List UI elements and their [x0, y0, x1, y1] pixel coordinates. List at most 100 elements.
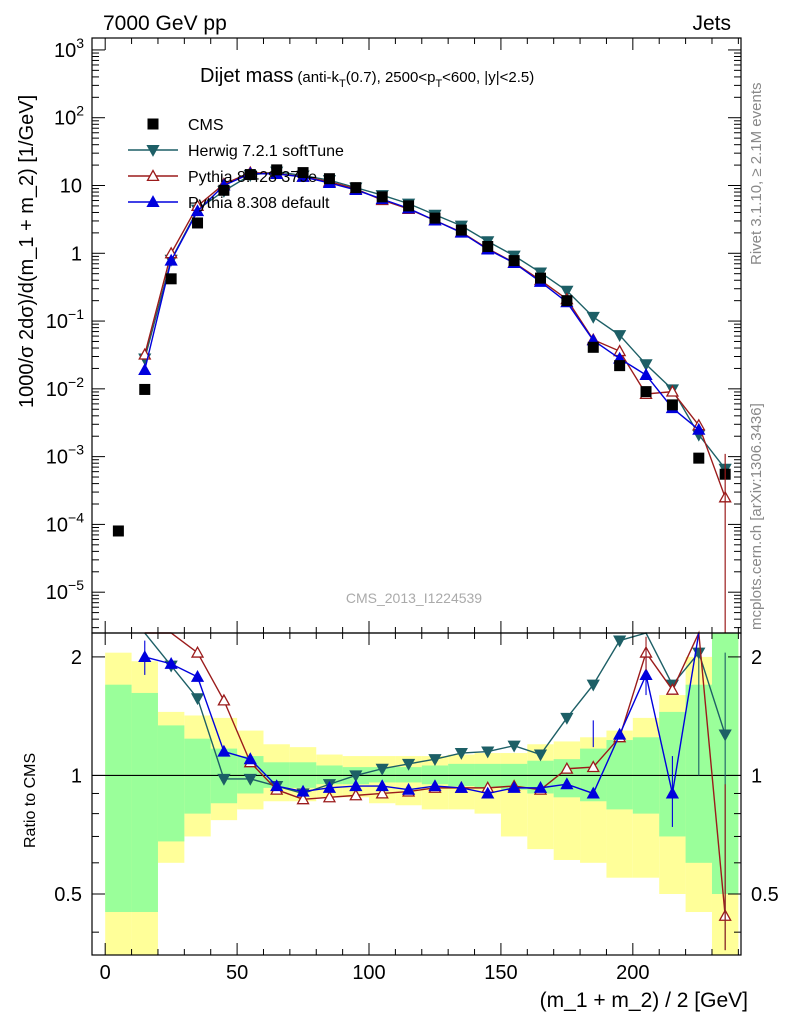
x-tick-label: 150 — [484, 962, 517, 984]
pythia-8-308-default-ratio-point — [533, 781, 548, 793]
pythia-8-428-379e-ratio-point — [296, 792, 310, 805]
inner-band-bin — [157, 725, 185, 842]
cms-point — [455, 224, 467, 236]
pythia-8-428-379e-legend-label: Pythia 8.428 379e — [188, 169, 317, 186]
cms-point — [640, 386, 652, 398]
inner-band-bin — [606, 740, 633, 810]
herwig-7-2-1-softtune-ratio-point — [190, 693, 205, 706]
cms-legend-label: CMS — [188, 117, 224, 134]
x-tick-label: 100 — [352, 962, 385, 984]
pythia-8-308-default-point — [692, 422, 706, 435]
cms-point — [112, 525, 124, 537]
pythia-8-428-379e-ratio-point — [665, 682, 680, 695]
pythia-8-308-default-ratio-point — [190, 669, 205, 682]
ratio-tick-label-right: 1 — [751, 765, 762, 787]
pythia-8-308-default-legend-marker — [146, 195, 160, 208]
pythia-8-308-default-ratio-point — [243, 752, 257, 765]
herwig-7-2-1-softtune-ratio-point — [481, 746, 495, 759]
inner-band-bin — [184, 738, 211, 814]
pythia-8-428-379e-ratio-point — [560, 761, 574, 774]
y-tick-label: 103 — [54, 35, 84, 62]
rivet-label: Rivet 3.1.10, ≥ 2.1M events — [748, 83, 765, 266]
pythia-8-308-default-ratio-point — [217, 744, 231, 757]
herwig-7-2-1-softtune-ratio-point — [375, 763, 389, 776]
herwig-7-2-1-softtune-point — [613, 330, 627, 342]
x-tick-label: 50 — [226, 962, 248, 984]
chart-title-cut-2: T — [339, 78, 346, 90]
ratio-tick-label-right: 2 — [751, 647, 762, 669]
pythia-8-428-379e-point — [665, 384, 680, 397]
herwig-7-2-1-softtune-ratio-point — [586, 679, 600, 692]
pythia-8-428-379e-ratio-point — [322, 790, 337, 803]
herwig-7-2-1-softtune-ratio-point — [454, 747, 468, 760]
herwig-7-2-1-softtune-ratio-point — [217, 773, 231, 786]
chart-title-cut-5: <600, |y|<2.5) — [442, 69, 534, 86]
ratio-tick-label-left: 0.5 — [54, 884, 82, 906]
pythia-8-308-default-point — [639, 368, 653, 381]
pythia-8-308-default-line — [144, 172, 700, 431]
cms-point — [587, 341, 599, 353]
pythia-8-308-default-ratio-point — [349, 779, 363, 792]
pythia-8-308-default-ratio-point — [375, 779, 389, 792]
pythia-8-428-379e-legend-marker — [146, 169, 160, 182]
pythia-8-308-default-ratio-point — [296, 784, 310, 797]
y-tick-label: 102 — [54, 103, 84, 130]
y-axis-title: 1000/σ 2dσ)/d(m_1 + m_2) [1/GeV] — [16, 95, 38, 408]
cms-point — [218, 184, 230, 196]
pythia-8-308-default-ratio-point — [428, 779, 442, 792]
cms-point — [323, 173, 335, 185]
pythia-8-308-default-ratio-point — [322, 781, 337, 793]
y-tick-label: 10−3 — [46, 442, 84, 469]
pythia-8-308-default-legend-label: Pythia 8.308 default — [188, 195, 330, 212]
x-tick-label: 200 — [616, 962, 649, 984]
chart-title-cut-3: (0.7), 2500<p — [346, 69, 436, 86]
herwig-7-2-1-softtune-ratio-point — [560, 712, 574, 725]
pythia-8-428-379e-ratio-point — [190, 645, 205, 658]
y-tick-label: 10−2 — [46, 374, 84, 401]
y-tick-label: 10 — [60, 175, 82, 197]
x-axis-title: (m_1 + m_2) / 2 [GeV] — [540, 989, 748, 1012]
cms-point — [561, 295, 573, 307]
mcplots-label: mcplots.cern.ch [arXiv:1306.3436] — [748, 403, 765, 630]
y-tick-label: 1 — [71, 243, 82, 265]
pythia-8-308-default-ratio-point — [401, 782, 416, 795]
herwig-7-2-1-softtune-point — [586, 311, 600, 324]
cms-point — [165, 273, 177, 285]
pythia-8-428-379e-ratio-point — [217, 693, 231, 706]
herwig-7-2-1-softtune-legend-label: Herwig 7.2.1 softTune — [188, 143, 344, 160]
cms-point — [244, 169, 256, 181]
cms-point — [429, 212, 441, 224]
pythia-8-308-default-ratio-point — [560, 777, 574, 790]
pythia-8-308-default-ratio-point — [481, 786, 495, 799]
herwig-7-2-1-softtune-legend-marker — [146, 144, 160, 157]
herwig-7-2-1-softtune-ratio-point — [401, 758, 416, 771]
axes: 0 50 100 150 20010310210110−110−210−310−410−… — [46, 35, 779, 984]
cms-point — [482, 240, 494, 252]
cms-point — [508, 255, 520, 267]
cms-legend-marker — [147, 118, 159, 130]
y-tick-label: 10−1 — [46, 306, 84, 333]
pythia-8-308-default-point — [190, 204, 205, 217]
ratio-y-axis-title: Ratio to CMS — [22, 753, 39, 848]
chart-title-cut-4: T — [435, 78, 442, 90]
analysis-id-label: CMS_2013_I1224539 — [346, 590, 482, 606]
ratio-tick-label-right: 0.5 — [751, 884, 779, 906]
cms-point — [192, 217, 204, 229]
inner-band-bin — [395, 767, 422, 783]
chart-title: Dijet mass (anti-kT(0.7), 2500<pT<600, |y… — [200, 65, 534, 90]
cms-point — [350, 182, 362, 194]
ratio-tick-label-left: 2 — [71, 647, 82, 669]
pythia-8-308-default-ratio-point — [454, 781, 468, 793]
legend: CMS Herwig 7.2.1 softTune Pythia 8.428 379… — [128, 117, 344, 212]
pythia-8-308-default-point — [164, 253, 178, 266]
herwig-7-2-1-softtune-point — [639, 359, 653, 372]
pythia-8-308-default-ratio-point — [613, 727, 627, 740]
herwig-7-2-1-softtune-ratio-point — [243, 773, 257, 786]
herwig-7-2-1-softtune-ratio-point — [613, 635, 627, 648]
pythia-8-308-default-ratio-point — [586, 786, 600, 799]
inner-band-bin — [131, 692, 158, 913]
ratio-tick-label-left: 1 — [71, 765, 82, 787]
y-tick-label: 10−4 — [46, 509, 84, 536]
ratio-plot-frame — [91, 632, 742, 956]
